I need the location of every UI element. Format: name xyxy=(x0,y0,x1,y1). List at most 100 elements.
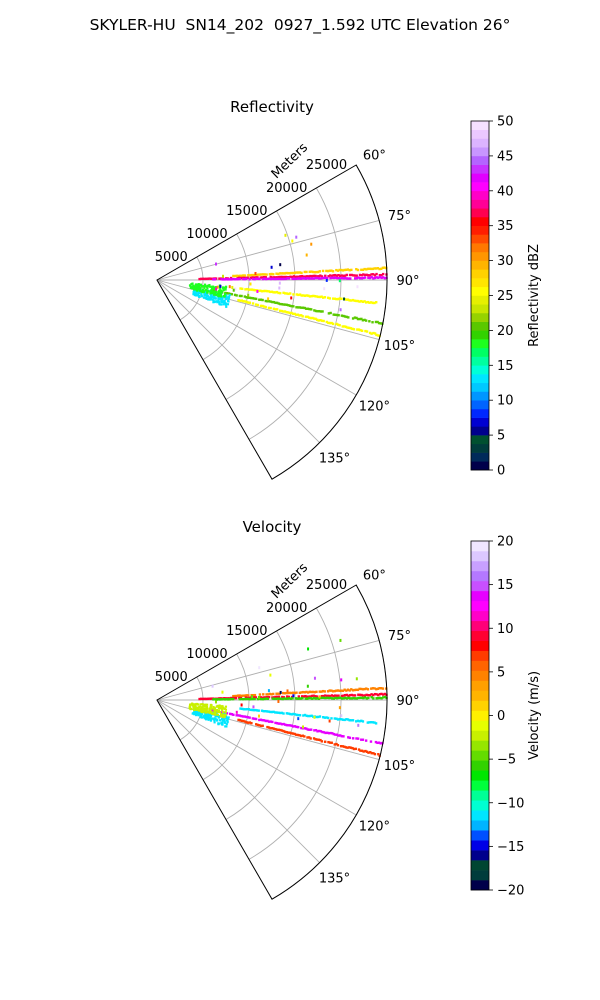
gate-pixel xyxy=(286,697,289,700)
colorbar-band xyxy=(471,720,489,731)
gate-pixel xyxy=(275,711,279,714)
colorbar-tick-label: 50 xyxy=(497,115,514,130)
gate-pixel xyxy=(308,728,311,731)
gate-pixel xyxy=(254,708,257,712)
colorbar-band xyxy=(471,610,489,622)
gate-pixel xyxy=(349,327,353,330)
gate-pixel xyxy=(326,296,330,299)
gate-pixel xyxy=(363,696,367,699)
gate-pixel xyxy=(287,724,290,727)
colorbar-band xyxy=(471,225,489,235)
gate-pixel xyxy=(219,284,222,288)
gate-pixel xyxy=(277,728,280,732)
gate-pixel xyxy=(227,295,231,298)
gate-pixel xyxy=(360,749,364,752)
colorbar-tick-label: 0 xyxy=(497,709,505,724)
gate-pixel xyxy=(288,712,292,716)
gate-pixel xyxy=(240,274,243,277)
gate-pixel xyxy=(327,694,330,698)
colorbar-tick-label: 20 xyxy=(497,535,514,550)
gate-pixel xyxy=(278,281,281,285)
gate-pixel xyxy=(291,312,295,316)
gate-pixel xyxy=(215,293,218,296)
gate-pixel xyxy=(363,694,367,697)
gate-pixel xyxy=(199,715,202,718)
gate-pixel xyxy=(340,694,344,698)
gate-pixel xyxy=(211,298,214,301)
gate-pixel xyxy=(201,295,204,298)
gate-pixel xyxy=(344,325,348,329)
gate-pixel xyxy=(329,311,332,315)
gate-pixel xyxy=(294,275,297,279)
azimuth-tick-label: 90° xyxy=(396,694,419,709)
gate-pixel xyxy=(205,295,208,298)
gate-pixel xyxy=(235,294,238,297)
gate-pixel xyxy=(237,694,240,697)
gate-pixel xyxy=(344,746,348,749)
gate-pixel xyxy=(265,710,269,713)
gate-pixel xyxy=(213,290,216,293)
gate-pixel xyxy=(218,704,221,707)
gate-pixel xyxy=(327,312,331,315)
colorbar-band xyxy=(471,182,489,192)
gate-pixel xyxy=(377,696,380,700)
gate-pixel xyxy=(223,293,227,296)
colorbar-band xyxy=(471,640,489,651)
gate-pixel xyxy=(215,698,218,701)
gate-pixel xyxy=(226,299,230,302)
gate-pixel xyxy=(340,689,343,692)
gate-pixel xyxy=(350,693,353,697)
data-layer xyxy=(188,233,388,337)
colorbar-band xyxy=(471,426,489,436)
gate-pixel xyxy=(340,714,343,718)
gate-pixel xyxy=(210,717,214,720)
gate-pixel xyxy=(302,275,305,278)
gate-pixel xyxy=(317,697,321,701)
gate-pixel xyxy=(208,711,212,714)
gate-pixel xyxy=(253,717,256,720)
gate-pixel xyxy=(216,710,219,713)
gate-pixel xyxy=(279,697,283,700)
colorbar-tick-label: 45 xyxy=(497,149,514,164)
gate-pixel xyxy=(270,710,274,714)
gate-pixel xyxy=(320,275,324,278)
gate-pixel xyxy=(267,689,270,693)
gate-pixel xyxy=(376,320,379,324)
gate-pixel xyxy=(229,276,233,280)
gate-pixel xyxy=(278,272,282,275)
gate-pixel xyxy=(295,313,298,316)
gate-pixel xyxy=(363,267,366,271)
gate-pixel xyxy=(377,741,381,744)
gate-pixel xyxy=(231,285,234,289)
data-layer xyxy=(188,638,388,757)
gate-pixel xyxy=(222,303,225,306)
gate-pixel xyxy=(279,302,282,306)
gate-pixel xyxy=(303,713,307,717)
colorbar-tick-label: 5 xyxy=(497,665,505,680)
gate-pixel xyxy=(295,713,298,717)
gate-pixel xyxy=(316,697,319,700)
gate-pixel xyxy=(198,288,201,291)
colorbar-band xyxy=(471,147,489,157)
gate-pixel xyxy=(220,278,223,281)
gate-pixel xyxy=(225,725,228,728)
gate-pixel xyxy=(261,696,264,699)
gate-pixel xyxy=(225,715,228,718)
gate-pixel xyxy=(208,283,211,287)
gate-pixel xyxy=(360,299,363,303)
gate-pixel xyxy=(268,277,271,280)
gate-pixel xyxy=(267,300,271,303)
gate-pixel xyxy=(288,724,292,727)
gate-pixel xyxy=(263,697,266,701)
colorbar-band xyxy=(471,850,489,861)
gate-pixel xyxy=(282,291,285,295)
gate-pixel xyxy=(346,326,349,329)
gate-pixel xyxy=(196,290,199,293)
gate-pixel xyxy=(195,708,198,711)
gate-pixel xyxy=(203,716,206,719)
gate-pixel xyxy=(371,721,375,724)
gate-pixel xyxy=(192,288,196,291)
range-tick-label: 5000 xyxy=(155,670,188,685)
gate-pixel xyxy=(360,687,363,691)
